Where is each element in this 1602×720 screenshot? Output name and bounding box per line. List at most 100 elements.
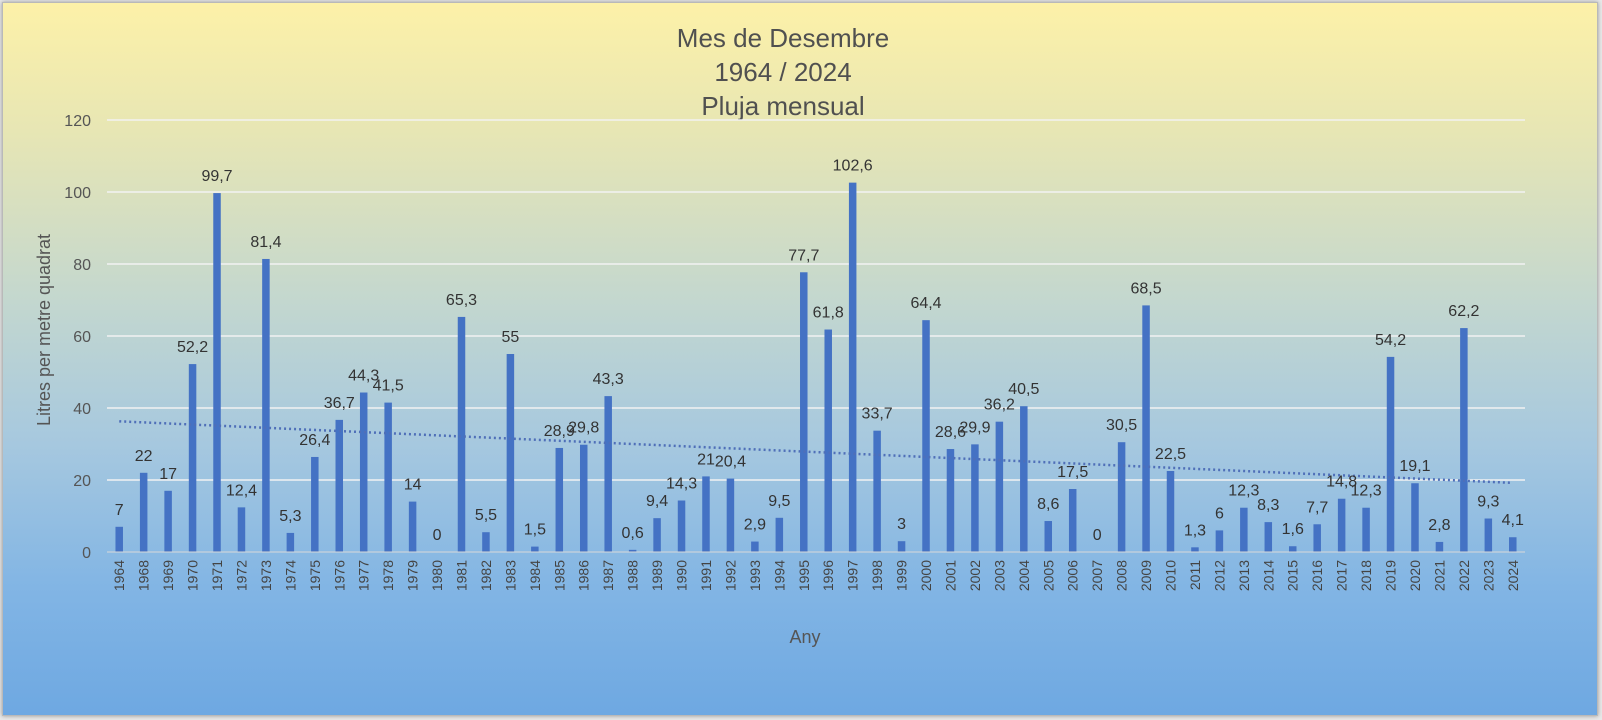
data-label: 14,8 xyxy=(1326,474,1357,491)
x-tick-label: 1982 xyxy=(478,560,494,591)
x-tick-label: 1996 xyxy=(820,560,836,591)
x-tick-label: 1977 xyxy=(356,560,372,591)
data-label: 68,5 xyxy=(1130,280,1161,297)
bar xyxy=(1142,305,1150,552)
data-label: 29,9 xyxy=(959,419,990,436)
x-tick-label: 2021 xyxy=(1431,560,1447,591)
bar xyxy=(824,329,832,552)
x-tick-label: 2024 xyxy=(1505,560,1521,591)
bar xyxy=(1191,547,1199,552)
x-tick-label: 1983 xyxy=(502,560,518,591)
bar xyxy=(311,456,319,552)
bar xyxy=(408,501,417,552)
data-label: 2,9 xyxy=(744,517,766,534)
data-label: 77,7 xyxy=(788,247,819,264)
data-label: 8,6 xyxy=(1037,496,1059,513)
data-label: 40,5 xyxy=(1008,381,1039,398)
bar xyxy=(1264,522,1273,552)
data-label: 102,6 xyxy=(833,158,873,175)
data-label: 9,4 xyxy=(646,493,668,510)
data-label: 0 xyxy=(433,527,442,544)
data-label: 64,4 xyxy=(910,295,941,312)
bar xyxy=(115,526,123,552)
data-label: 81,4 xyxy=(250,234,281,251)
x-tick-label: 2017 xyxy=(1334,560,1350,591)
data-label: 17,5 xyxy=(1057,464,1088,481)
data-label: 55 xyxy=(501,329,519,346)
x-tick-label: 2005 xyxy=(1040,560,1056,591)
data-label: 21 xyxy=(697,451,715,468)
x-tick-label: 2009 xyxy=(1138,560,1154,591)
x-tick-label: 1981 xyxy=(454,560,470,591)
x-tick-label: 2014 xyxy=(1260,560,1276,591)
x-tick-label: 1991 xyxy=(698,560,714,591)
x-tick-label: 2015 xyxy=(1285,560,1301,591)
y-axis-title: Litres per metre quadrat xyxy=(34,234,54,426)
bar xyxy=(1337,498,1346,552)
bar xyxy=(946,449,955,552)
data-label: 30,5 xyxy=(1106,417,1137,434)
data-label: 22 xyxy=(135,448,153,465)
data-label: 4,1 xyxy=(1502,512,1524,529)
data-label: 7,7 xyxy=(1306,499,1328,516)
bar xyxy=(677,500,686,552)
bar xyxy=(922,320,930,552)
data-labels: 7 22 17 52,2 99,7 12,4 81,4 5,3 26,4 36,7 44,341,5… xyxy=(115,158,1524,544)
y-tick-label: 20 xyxy=(73,473,91,490)
gridlines xyxy=(107,119,1525,481)
bar xyxy=(1240,507,1248,552)
x-axis-tick-labels: 1964 1968 1969 1970 1971 1972 1973 1974 1975 1976… xyxy=(111,560,1521,591)
data-label: 0,6 xyxy=(622,525,644,542)
bar xyxy=(653,518,661,552)
x-tick-label: 1979 xyxy=(405,560,421,591)
data-label: 1,3 xyxy=(1184,522,1206,539)
x-tick-label: 2008 xyxy=(1114,560,1130,591)
data-label: 1,5 xyxy=(524,522,546,539)
x-tick-label: 1994 xyxy=(771,560,787,591)
x-tick-label: 2019 xyxy=(1383,560,1399,591)
bar xyxy=(775,517,784,552)
bar xyxy=(702,476,710,552)
data-label: 65,3 xyxy=(446,292,477,309)
x-tick-label: 2002 xyxy=(967,560,983,591)
data-label: 41,5 xyxy=(373,378,404,395)
y-axis-tick-labels: 0 20 40 60 80 100 120 xyxy=(64,113,91,562)
bar xyxy=(579,444,588,552)
bar xyxy=(384,402,392,552)
x-tick-label: 1969 xyxy=(160,560,176,591)
data-label: 6 xyxy=(1215,505,1224,522)
bar xyxy=(482,532,490,552)
y-tick-label: 60 xyxy=(73,329,91,346)
chart-title-line-1: Mes de Desembre xyxy=(677,23,889,53)
bar xyxy=(335,419,344,552)
bar xyxy=(531,546,539,552)
data-label: 52,2 xyxy=(177,339,208,356)
trendline-path xyxy=(119,420,1513,485)
trendline xyxy=(119,420,1513,485)
x-tick-label: 2004 xyxy=(1016,560,1032,591)
bar xyxy=(188,364,197,552)
data-label: 62,2 xyxy=(1448,303,1479,320)
x-axis-title: Any xyxy=(789,627,820,647)
x-tick-label: 1988 xyxy=(625,560,641,591)
bar xyxy=(1313,524,1321,552)
y-tick-label: 120 xyxy=(64,113,91,130)
data-label: 44,3 xyxy=(348,368,379,385)
bar xyxy=(1020,406,1028,552)
x-tick-label: 1968 xyxy=(136,560,152,591)
bar xyxy=(164,490,172,552)
x-tick-label: 1989 xyxy=(649,560,665,591)
data-label: 28,9 xyxy=(544,423,575,440)
bar xyxy=(286,532,295,552)
bar xyxy=(1386,356,1395,552)
x-tick-label: 1984 xyxy=(527,560,543,591)
data-label: 36,2 xyxy=(984,397,1015,414)
data-label: 3 xyxy=(897,516,906,533)
x-tick-label: 1970 xyxy=(185,560,201,591)
x-tick-label: 1972 xyxy=(233,560,249,591)
bar xyxy=(1460,328,1468,552)
bar xyxy=(800,272,808,552)
data-label: 8,3 xyxy=(1257,497,1279,514)
bar xyxy=(1288,546,1297,552)
